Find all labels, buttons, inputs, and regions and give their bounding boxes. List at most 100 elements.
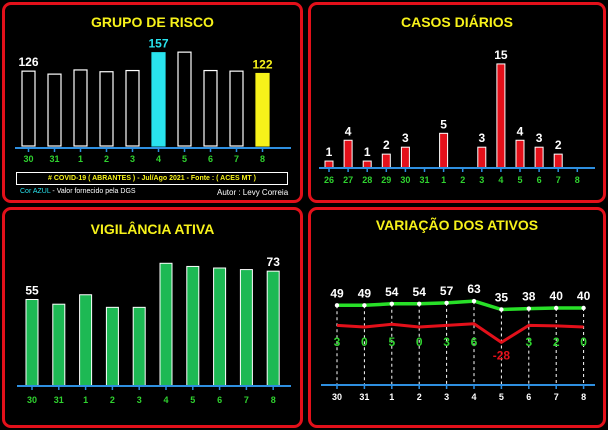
- variation-tick-label: 7: [554, 392, 559, 402]
- risk-bar: [229, 70, 244, 147]
- risk-bar: [255, 72, 270, 147]
- variation-active-label: 54: [385, 285, 399, 299]
- variation-tick-label: 1: [389, 392, 394, 402]
- daily-bar: [477, 146, 487, 169]
- vigilance-bar: [159, 262, 173, 387]
- variation-active-point: [581, 305, 586, 311]
- daily-data-label: 1: [326, 145, 333, 159]
- variation-tick-label: 5: [499, 392, 504, 402]
- variation-active-label: 49: [330, 286, 344, 300]
- variation-active-label: 40: [577, 289, 591, 303]
- daily-bar: [381, 153, 391, 169]
- variation-tick-label: 6: [526, 392, 531, 402]
- variation-active-label: 57: [440, 284, 454, 298]
- risk-banner-text: # COVID-19 ( ABRANTES ) - Jul/Ago 2021 -…: [48, 175, 256, 182]
- variation-active-point: [554, 305, 559, 311]
- variation-active-point: [334, 303, 340, 308]
- variation-active-label: 63: [467, 282, 481, 296]
- vigilance-tick-label: 8: [271, 395, 276, 405]
- risk-note: Cor AZUL - Valor fornecido pela DGS: [20, 188, 136, 195]
- daily-cases-title: CASOS DIÁRIOS: [400, 14, 513, 30]
- active-surveillance-title: VIGILÂNCIA ATIVA: [90, 221, 215, 237]
- daily-tick-label: 8: [575, 175, 580, 185]
- variation-delta-label: 3: [334, 335, 341, 349]
- variation-delta-label: 0: [580, 335, 587, 349]
- risk-bar: [203, 69, 218, 147]
- risk-banner: # COVID-19 ( ABRANTES ) - Jul/Ago 2021 -…: [16, 172, 288, 185]
- vigilance-bar: [52, 303, 66, 387]
- variation-delta-label: 5: [388, 335, 395, 349]
- daily-data-label: 5: [440, 117, 447, 131]
- daily-bar: [362, 160, 372, 169]
- vigilance-bar: [213, 267, 227, 387]
- vigilance-tick-label: 4: [163, 395, 168, 405]
- daily-data-label: 1: [364, 145, 371, 159]
- risk-bar: [73, 69, 88, 147]
- daily-bar: [400, 146, 410, 169]
- risk-bar: [177, 51, 192, 147]
- vigilance-data-label: 73: [267, 255, 281, 269]
- daily-data-label: 3: [402, 131, 409, 145]
- risk-group-panel: GRUPO DE RISCO 126 30 31 1 2 3 157 4 5 6 7 122 8 # C…: [2, 2, 303, 203]
- vigilance-tick-label: 31: [54, 395, 64, 405]
- variation-delta-label: 3: [443, 335, 450, 349]
- daily-tick-label: 3: [479, 175, 484, 185]
- vigilance-bar: [266, 270, 280, 387]
- daily-tick-label: 1: [441, 175, 446, 185]
- daily-tick-label: 2: [460, 175, 465, 185]
- risk-tick-label: 31: [49, 154, 59, 164]
- vigilance-tick-label: 1: [83, 395, 88, 405]
- variation-delta-label: 0: [416, 335, 423, 349]
- vigilance-bar: [186, 265, 200, 387]
- vigilance-bar: [25, 298, 39, 387]
- risk-bar: [47, 73, 62, 147]
- variation-active-point: [499, 307, 504, 312]
- variation-active-point: [444, 300, 449, 306]
- risk-tick-label: 6: [208, 154, 213, 164]
- risk-tick-label: 1: [78, 154, 83, 164]
- daily-data-label: 3: [536, 131, 543, 145]
- variation-delta-label: 6: [471, 335, 478, 349]
- variation-tick-label: 31: [359, 392, 369, 402]
- variation-active-label: 40: [550, 289, 564, 303]
- variation-active-label: 35: [495, 291, 509, 305]
- variation-delta-label: 3: [525, 335, 532, 349]
- variation-active-point: [389, 301, 394, 306]
- vigilance-tick-label: 7: [244, 395, 249, 405]
- risk-tick-label: 3: [130, 154, 135, 164]
- variation-active-label: 38: [522, 290, 536, 304]
- daily-bar: [515, 139, 525, 169]
- variation-active-point: [526, 306, 531, 311]
- variation-delta-label: -28: [493, 348, 511, 362]
- variation-tick-label: 3: [444, 392, 449, 402]
- daily-tick-label: 6: [537, 175, 542, 185]
- risk-bar: [125, 69, 140, 147]
- variation-tick-label: 4: [471, 392, 476, 402]
- active-variation-panel: VARIAÇÃO DOS ATIVOS 49 49 54 54 57 63 35 38 40 40…: [308, 207, 606, 428]
- vigilance-tick-label: 6: [217, 395, 222, 405]
- variation-active-point: [362, 303, 367, 308]
- risk-tick-label: 7: [234, 154, 239, 164]
- daily-tick-label: 7: [556, 175, 561, 185]
- risk-note-text: - Valor fornecido pela DGS: [50, 188, 136, 195]
- vigilance-bar: [132, 306, 146, 387]
- vigilance-bar: [79, 294, 93, 387]
- variation-delta-line: [336, 322, 584, 344]
- risk-tick-label: 8: [260, 154, 265, 164]
- variation-active-label: 49: [358, 286, 372, 300]
- risk-tick-label: 4: [156, 154, 161, 164]
- risk-tick-label: 2: [104, 154, 109, 164]
- variation-active-point: [471, 298, 477, 304]
- risk-group-chart: 126 30 31 1 2 3 157 4 5 6 7 122 8: [15, 37, 291, 164]
- daily-tick-label: 4: [498, 175, 503, 185]
- vigilance-bar: [239, 269, 253, 387]
- daily-data-label: 4: [517, 124, 524, 138]
- active-variation-title: VARIAÇÃO DOS ATIVOS: [375, 217, 539, 233]
- variation-tick-label: 8: [581, 392, 586, 402]
- variation-delta-label: 2: [553, 335, 560, 349]
- daily-tick-label: 27: [343, 175, 353, 185]
- daily-bar: [343, 139, 353, 169]
- daily-tick-label: 31: [419, 175, 429, 185]
- daily-bar: [553, 153, 563, 169]
